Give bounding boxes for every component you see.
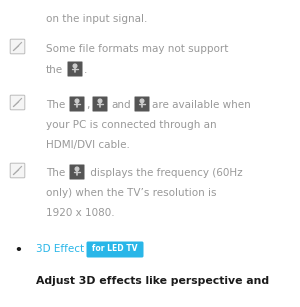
FancyBboxPatch shape [10, 39, 25, 54]
Text: your PC is connected through an: your PC is connected through an [46, 120, 217, 130]
FancyBboxPatch shape [86, 242, 143, 258]
Text: and: and [111, 100, 130, 110]
Text: Some file formats may not support: Some file formats may not support [46, 44, 228, 54]
Circle shape [75, 99, 79, 103]
Text: are available when: are available when [152, 100, 251, 110]
Text: on the input signal.: on the input signal. [46, 14, 147, 24]
Circle shape [98, 99, 102, 103]
Text: The: The [46, 168, 65, 178]
Text: the: the [46, 65, 63, 75]
FancyBboxPatch shape [68, 61, 82, 76]
FancyBboxPatch shape [10, 95, 25, 110]
Text: for LED TV: for LED TV [92, 244, 138, 253]
Text: HDMI/DVI cable.: HDMI/DVI cable. [46, 140, 130, 150]
Text: 1920 x 1080.: 1920 x 1080. [46, 208, 115, 218]
FancyBboxPatch shape [10, 163, 25, 178]
FancyBboxPatch shape [92, 96, 107, 111]
Text: •: • [14, 244, 22, 257]
Text: .: . [84, 65, 87, 75]
Text: ,: , [86, 100, 89, 110]
FancyBboxPatch shape [134, 96, 149, 111]
Circle shape [75, 167, 79, 171]
Text: displays the frequency (60Hz: displays the frequency (60Hz [87, 168, 243, 178]
Text: Adjust 3D effects like perspective and: Adjust 3D effects like perspective and [36, 276, 269, 286]
Circle shape [73, 64, 77, 68]
Text: only) when the TV’s resolution is: only) when the TV’s resolution is [46, 188, 217, 198]
Text: The: The [46, 100, 65, 110]
FancyBboxPatch shape [70, 96, 85, 111]
Circle shape [140, 99, 144, 103]
Text: 3D Effect: 3D Effect [36, 244, 84, 254]
FancyBboxPatch shape [70, 165, 85, 180]
